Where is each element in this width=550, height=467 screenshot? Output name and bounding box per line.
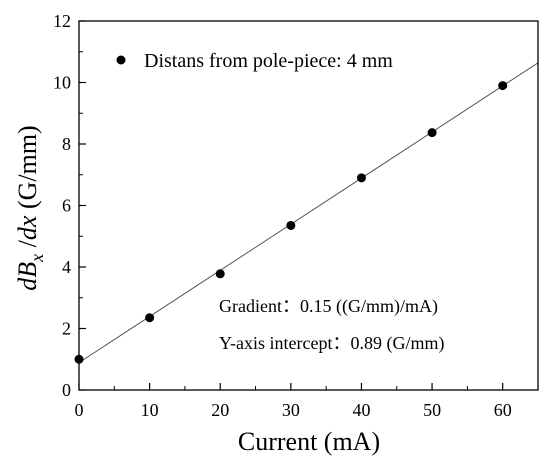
x-tick-label: 50 [423,400,441,420]
y-tick-label: 0 [62,380,71,400]
annotations: Gradient：0.15 ((G/mm)/mA) Y-axis interce… [219,296,444,354]
y-tick-label: 8 [62,134,71,154]
x-tick-label: 30 [282,400,300,420]
intercept-annotation: Y-axis intercept：0.89 (G/mm) [219,333,444,354]
fit-line-layer [78,62,539,364]
y-tick-label: 2 [62,319,71,339]
data-point [498,81,508,91]
data-point [215,269,225,279]
y-axis-title-dx: dx [13,215,42,240]
legend: Distans from pole-piece: 4 mm [116,50,393,72]
data-point [286,220,296,230]
legend-marker [116,55,126,65]
y-axis-title-subscript: x [27,254,47,263]
data-point [145,313,155,323]
axes: 0 10 20 30 40 50 60 0 2 4 6 8 10 12 [53,11,539,420]
legend-label: Distans from pole-piece: 4 mm [144,50,393,72]
y-axis-title-b: B [13,262,42,278]
y-axis-title-d: d [13,277,42,291]
data-points [74,81,508,364]
y-tick-label: 4 [62,257,71,277]
x-axis-title: Current (mA) [238,427,380,456]
y-tick-label: 12 [53,11,71,31]
gradient-annotation: Gradient：0.15 ((G/mm)/mA) [219,296,438,317]
x-tick-label: 10 [141,400,159,420]
data-point [427,128,437,138]
y-axis-title: dBx /dx (G/mm) [13,125,47,290]
y-axis-title-slash: / [13,239,42,254]
x-tick-label: 40 [352,400,370,420]
x-tick-label: 20 [211,400,229,420]
y-tick-label: 10 [53,73,71,93]
x-tick-label: 60 [494,400,512,420]
data-point [356,173,366,183]
fit-line [78,62,539,364]
y-axis-title-unit: (G/mm) [13,125,42,215]
y-tick-label: 6 [62,196,71,216]
data-point [74,354,84,364]
x-tick-label: 0 [75,400,84,420]
